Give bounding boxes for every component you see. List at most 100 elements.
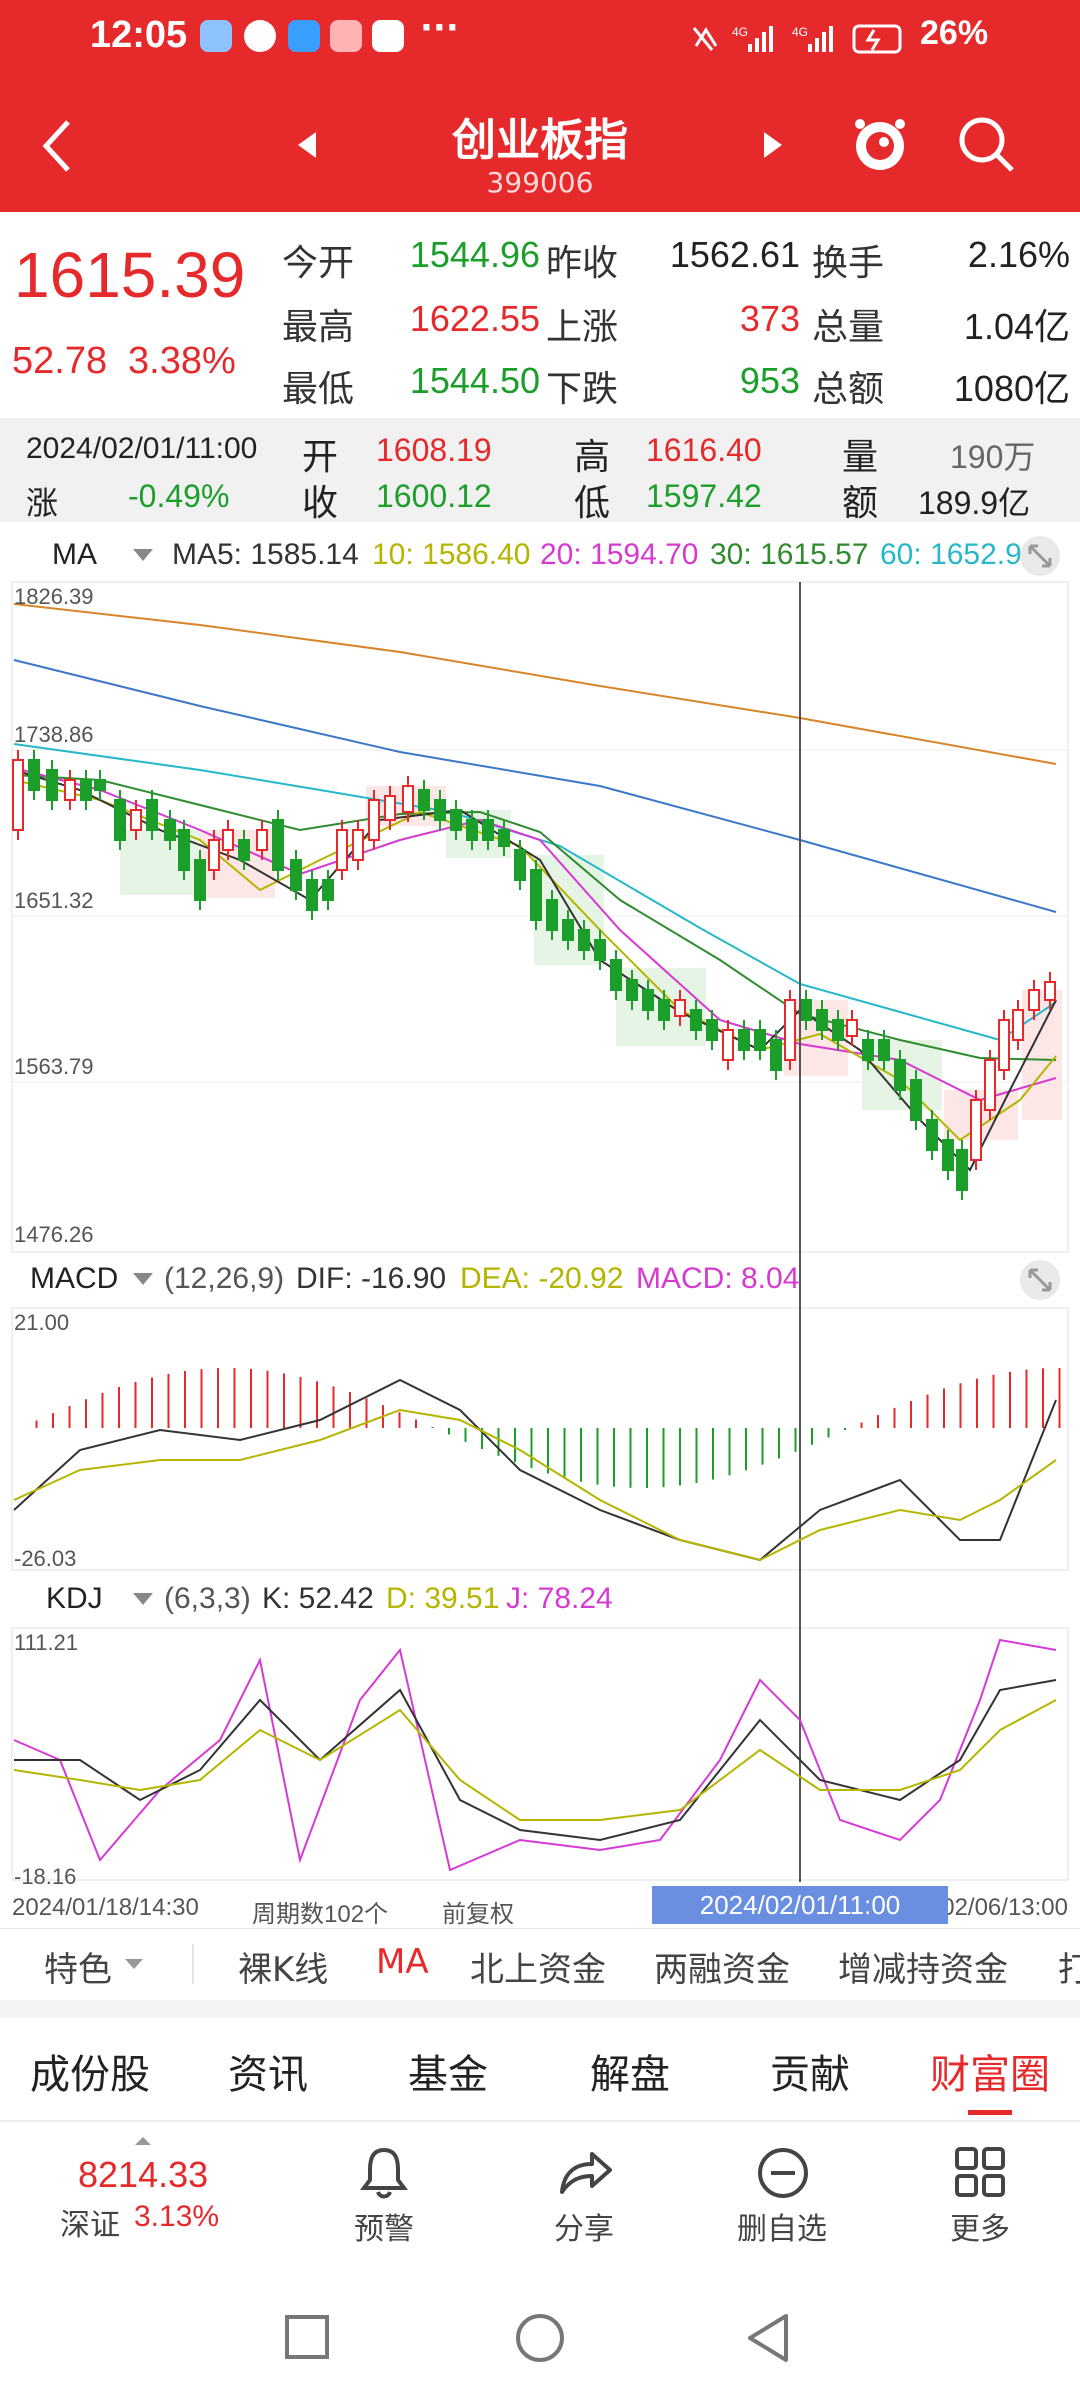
candle [222,829,234,851]
kdj-params: (6,3,3) [164,1582,251,1615]
candle [514,849,526,881]
quote-stat-value: 953 [739,360,800,401]
candle [434,799,446,821]
kdj-j-line [13,1638,1057,1872]
bar-volume-label: 量 [842,436,879,477]
ma-indicator-name[interactable]: MA [52,538,97,571]
section-gap [0,2000,1080,2018]
candle [1028,989,1040,1011]
remove-watchlist-icon[interactable] [756,2146,810,2200]
feature-dropdown-icon[interactable] [124,1958,144,1970]
expand-chart-icon[interactable] [1018,534,1062,578]
candle [832,1019,844,1041]
status-time: 12:05 [90,14,188,56]
candle [956,1149,968,1191]
candle [894,1059,906,1091]
divider [0,2120,1080,2122]
ma-dropdown-icon[interactable] [132,548,154,562]
tab-northbound[interactable]: 北上资金 [470,1950,606,1990]
quote-stat-value: 2.16% [967,234,1070,275]
back-icon[interactable] [38,116,78,176]
adjust-mode[interactable]: 前复权 [442,1901,514,1928]
candle [290,859,302,891]
battery-level: 26% [920,14,989,52]
tab-wealth-circle[interactable]: 财富圈 [930,2052,1050,2098]
tab-bare-k[interactable]: 裸K线 [238,1950,329,1990]
shopping-icon [330,20,362,52]
quote-stat-label: 今开 [282,243,355,284]
candle [970,1099,982,1161]
main-axis-label: 1826.39 [14,584,94,609]
candle [626,979,638,1001]
kdj-dropdown-icon[interactable] [132,1592,154,1606]
tab-feature[interactable]: 特色 [44,1950,112,1990]
kdj-k-line [14,1679,1057,1842]
candle [194,859,206,901]
tab-ma[interactable]: MA [376,1942,429,1982]
tab-funds[interactable]: 基金 [408,2052,488,2098]
back-nav-icon[interactable] [744,2312,792,2364]
prev-stock-icon[interactable] [296,130,320,160]
macd-expand-icon[interactable] [1018,1258,1062,1302]
feature-tab-bar [0,1928,1080,1999]
candle [130,809,142,831]
share-icon[interactable] [556,2146,614,2198]
bar-high: 1616.40 [646,432,762,468]
tab-margin[interactable]: 两融资金 [654,1950,790,1990]
candle [878,1039,890,1061]
bulb-icon [288,20,320,52]
kline-chart-area[interactable] [0,0,1080,1920]
macd-indicator-name[interactable]: MACD [30,1262,119,1295]
recent-apps-icon[interactable] [284,2314,330,2360]
main-axis-label: 1738.86 [14,722,94,747]
candle [998,1019,1010,1071]
macd-dropdown-icon[interactable] [132,1272,154,1286]
tab-more-truncated[interactable]: 打 [1058,1950,1080,1990]
kdj-chart-frame [11,1627,1069,1881]
grid-more-icon[interactable] [954,2146,1006,2198]
bar-volume: 190万 [950,439,1036,475]
assistant-icon[interactable] [848,112,912,176]
tab-contribution[interactable]: 贡献 [770,2052,850,2098]
bar-amount-label: 额 [842,482,879,523]
candle [942,1139,954,1171]
szse-index-value[interactable]: 8214.33 [78,2154,209,2195]
macd-chart-frame [11,1307,1069,1571]
price-change: 52.78 [12,340,108,382]
bar-open-label: 开 [302,436,339,477]
nav-share[interactable]: 分享 [554,2212,614,2247]
quote-stat-label: 上涨 [546,307,619,348]
candle [862,1039,874,1061]
next-stock-icon[interactable] [760,130,784,160]
tab-holding-change[interactable]: 增减持资金 [838,1950,1008,1990]
main-chart-frame [11,581,1069,1253]
candle [1044,981,1056,1001]
nav-more[interactable]: 更多 [950,2212,1010,2247]
candle [272,819,284,871]
candle [384,795,396,821]
candle [910,1079,922,1121]
nav-alert[interactable]: 预警 [354,2212,414,2247]
bell-icon[interactable] [358,2144,410,2200]
candle [80,779,92,801]
tab-constituents[interactable]: 成份股 [30,2052,150,2098]
nav-remove-watchlist[interactable]: 删自选 [737,2212,827,2247]
kdj-d-line [13,1699,1057,1821]
tab-news[interactable]: 资讯 [228,2052,308,2098]
candle [846,1019,858,1037]
macd-dea-line [13,1408,1057,1562]
search-icon[interactable] [956,114,1018,176]
kdj-indicator-name[interactable]: KDJ [46,1582,103,1615]
quote-stat-value: 1544.96 [409,234,540,275]
kdj-axis-label: 111.21 [14,1630,79,1655]
candle [1012,1009,1024,1041]
candle [450,809,462,831]
divider [192,1944,194,1984]
tab-analysis[interactable]: 解盘 [590,2052,670,2098]
home-icon[interactable] [514,2312,566,2364]
macd-dea: DEA: -20.92 [460,1262,624,1295]
candle [706,1019,718,1041]
macd-dif: DIF: -16.90 [296,1262,447,1295]
candle [94,779,106,791]
svg-text:4G: 4G [732,25,748,39]
